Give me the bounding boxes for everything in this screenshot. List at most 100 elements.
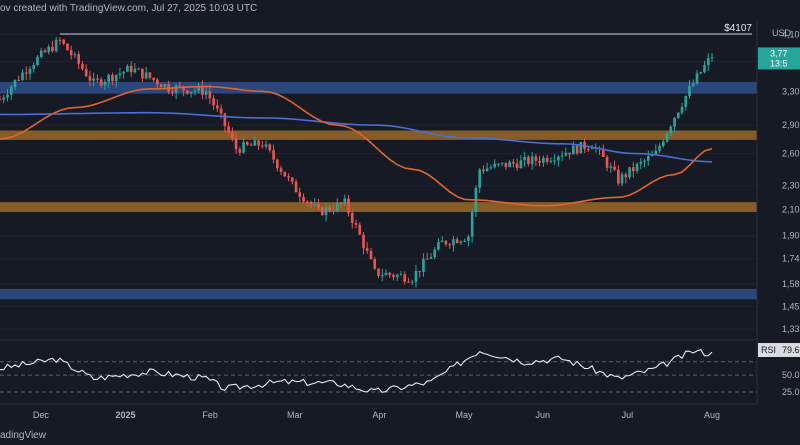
candle [137, 67, 140, 70]
candle [21, 69, 24, 82]
price-tick-label: 2,60 [782, 149, 800, 159]
candle [28, 65, 32, 81]
candle [118, 67, 122, 79]
rsi-value-label: 79.6 [782, 345, 800, 355]
candle [534, 153, 538, 167]
candle [549, 157, 553, 164]
candle [62, 38, 66, 46]
candle [369, 247, 373, 260]
time-tick-label: Aug [704, 410, 720, 420]
candle [688, 79, 691, 99]
current-price-label: 3,77 [770, 48, 788, 58]
candle [646, 150, 650, 166]
time-tick-label: 2025 [115, 410, 135, 420]
resistance-line-group: $4107 [59, 23, 752, 35]
candle [538, 155, 541, 167]
candle [500, 162, 504, 167]
chart-header: ov created with TradingView.com, Jul 27,… [0, 3, 258, 14]
candle [103, 79, 107, 90]
current-price-box [758, 47, 800, 70]
candle [156, 77, 159, 90]
candle [9, 84, 13, 100]
candle [305, 200, 309, 207]
candle [422, 253, 425, 277]
time-axis[interactable]: Dec 2025 Feb Mar Apr May Jun Jul Aug [33, 410, 720, 420]
candle [320, 206, 324, 217]
candle [444, 239, 448, 247]
candle [152, 77, 155, 83]
time-tick-label: Jul [622, 410, 634, 420]
candle [508, 159, 511, 168]
candle [418, 271, 422, 278]
candle [332, 204, 335, 215]
candle [335, 198, 339, 213]
candle [261, 140, 264, 149]
candle [373, 256, 377, 271]
price-axis[interactable]: 4,103,703,302,902,602,302,101,901,741,58… [782, 29, 800, 334]
candle [257, 139, 260, 150]
candle [377, 268, 380, 279]
candle [467, 234, 470, 247]
mid-zone [0, 130, 757, 140]
candle [126, 64, 129, 72]
candle [684, 95, 688, 111]
candle [710, 52, 714, 62]
candle [242, 137, 245, 154]
candle [384, 269, 388, 276]
candle [92, 72, 95, 87]
current-price-badge: 3,77 13:5 [758, 47, 800, 70]
candle [275, 158, 279, 172]
price-tick-label: 4,10 [782, 29, 800, 39]
candle [654, 144, 658, 155]
candle [628, 167, 631, 180]
candle [459, 240, 463, 246]
candle [339, 201, 343, 209]
candle [54, 36, 58, 53]
candle [482, 165, 485, 174]
price-tick-label: 3,30 [782, 86, 800, 96]
candle [111, 72, 114, 85]
candle [399, 271, 403, 276]
candle [676, 112, 680, 119]
candle [347, 194, 350, 217]
candle [489, 164, 493, 170]
candle [575, 144, 579, 156]
resistance-label: $4107 [724, 23, 752, 34]
candle [268, 143, 272, 153]
candle [605, 154, 609, 172]
price-tick-label: 1,74 [782, 254, 800, 264]
price-tick-label: 1,90 [782, 231, 800, 241]
time-tick-label: Apr [372, 410, 386, 420]
candle [122, 70, 125, 79]
rsi-value-box [758, 343, 800, 357]
candle [410, 279, 414, 286]
candle [47, 44, 51, 55]
candle [504, 162, 508, 171]
candle [84, 64, 88, 78]
moving-averages [0, 85, 713, 207]
price-tick-label: 1,45 [782, 301, 800, 311]
candle [174, 83, 178, 100]
candle [324, 203, 328, 222]
candle [129, 61, 133, 77]
time-tick-label: Mar [287, 410, 303, 420]
candle [249, 142, 253, 146]
candle [317, 198, 320, 211]
candle [114, 74, 118, 88]
rsi-level-25: 25.0 [782, 387, 800, 397]
candle [144, 66, 148, 80]
candle [455, 237, 459, 244]
candle [579, 141, 583, 154]
candle [6, 89, 9, 102]
candle [354, 219, 358, 229]
supply-zone [0, 81, 757, 94]
time-tick-label: Jun [535, 410, 550, 420]
time-tick-label: May [455, 410, 473, 420]
candle [631, 161, 635, 178]
candle [523, 151, 526, 167]
candle [568, 152, 571, 160]
candle [557, 155, 560, 167]
candle [212, 94, 215, 110]
candle [639, 158, 643, 170]
